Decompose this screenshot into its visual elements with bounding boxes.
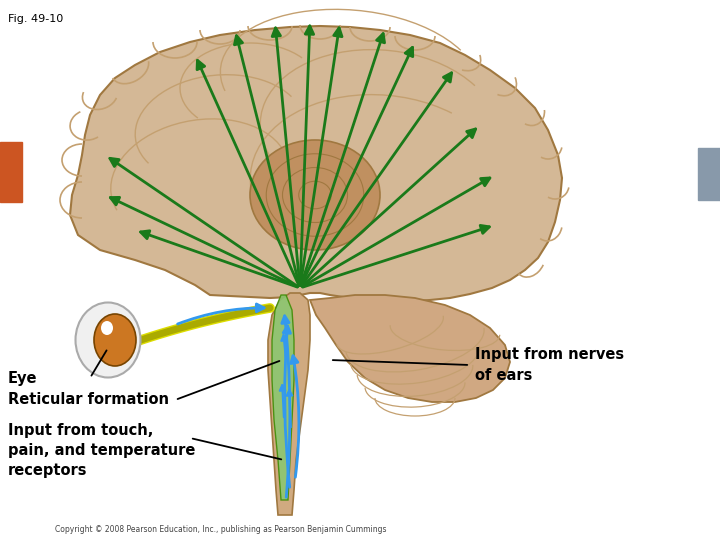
Ellipse shape xyxy=(94,314,136,366)
Ellipse shape xyxy=(101,321,113,335)
Text: of ears: of ears xyxy=(475,368,532,382)
Polygon shape xyxy=(70,26,562,302)
Text: pain, and temperature: pain, and temperature xyxy=(8,442,195,457)
Bar xyxy=(0,142,22,202)
Text: Copyright © 2008 Pearson Education, Inc., publishing as Pearson Benjamin Cumming: Copyright © 2008 Pearson Education, Inc.… xyxy=(55,525,387,535)
Polygon shape xyxy=(310,295,510,402)
Bar xyxy=(698,148,720,200)
Polygon shape xyxy=(268,293,310,515)
Text: Input from nerves: Input from nerves xyxy=(475,348,624,362)
Text: Reticular formation: Reticular formation xyxy=(8,393,169,408)
Text: Fig. 49-10: Fig. 49-10 xyxy=(8,14,63,24)
Text: Eye: Eye xyxy=(8,370,37,386)
Polygon shape xyxy=(272,295,294,500)
Ellipse shape xyxy=(250,140,380,250)
Text: Input from touch,: Input from touch, xyxy=(8,422,153,437)
Ellipse shape xyxy=(76,302,140,377)
Text: receptors: receptors xyxy=(8,462,88,477)
